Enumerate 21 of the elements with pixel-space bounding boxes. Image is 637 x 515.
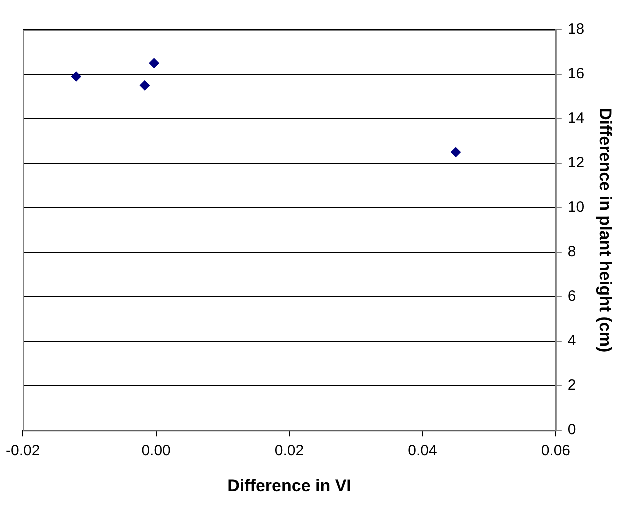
y-tick-label: 2 [568, 377, 576, 394]
x-tick-label: 0.06 [541, 442, 571, 460]
y-tick-label: 16 [568, 66, 585, 83]
point [451, 147, 462, 158]
y-tick-label: 10 [568, 199, 585, 216]
y-tick-label: 18 [568, 21, 585, 38]
y-tick-label: 4 [568, 332, 576, 350]
y-tick-label: 0 [568, 422, 576, 439]
point [140, 80, 150, 91]
y-tick-label: 14 [568, 110, 585, 128]
x-tick-label: 0.02 [274, 442, 304, 460]
x-tick-label: 0.04 [408, 442, 438, 460]
x-tick-label: -0.02 [6, 442, 40, 460]
x-axis-title: Difference in VI [228, 476, 352, 496]
y-tick-label: 12 [568, 154, 585, 172]
y-axis-title: Difference in plant height (cm) [596, 108, 616, 353]
point [71, 72, 82, 82]
y-tick-label: 6 [568, 288, 576, 306]
point [149, 58, 160, 68]
y-tick-label: 8 [568, 244, 576, 261]
x-tick-label: 0.00 [142, 442, 171, 460]
